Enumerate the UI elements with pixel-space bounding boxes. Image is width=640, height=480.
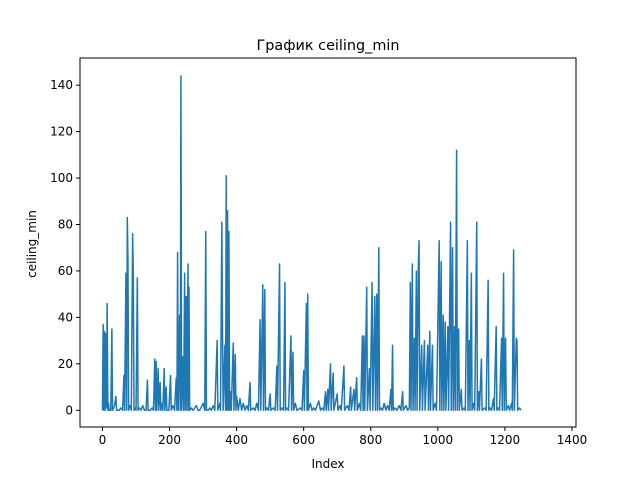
series-line-0 [101,75,522,412]
y-tick-label: 60 [58,264,73,278]
x-tick-label: 400 [225,433,248,447]
y-tick-label: 100 [50,171,73,185]
y-tick-label: 0 [65,403,73,417]
y-tick-label: 80 [58,218,73,232]
x-tick-label: 800 [359,433,382,447]
y-tick-label: 140 [50,78,73,92]
series-layer [101,75,522,412]
x-tick-label: 200 [158,433,181,447]
chart-title: График ceiling_min [257,38,400,54]
y-tick-label: 40 [58,310,73,324]
x-tick-label: 1400 [557,433,588,447]
y-axis-label: ceiling_min [25,210,39,278]
x-tick-label: 1200 [490,433,521,447]
plot-frame [79,57,577,428]
x-tick-label: 0 [99,433,107,447]
y-tick-label: 20 [58,357,73,371]
x-tick-label: 600 [292,433,315,447]
y-tick-label: 120 [50,125,73,139]
x-tick-label: 1000 [423,433,454,447]
x-axis-label: Index [311,457,344,471]
axes: 0 200 400 600 800 1000 1200 1400 0 20 40 60 80 100 120… [50,57,588,447]
